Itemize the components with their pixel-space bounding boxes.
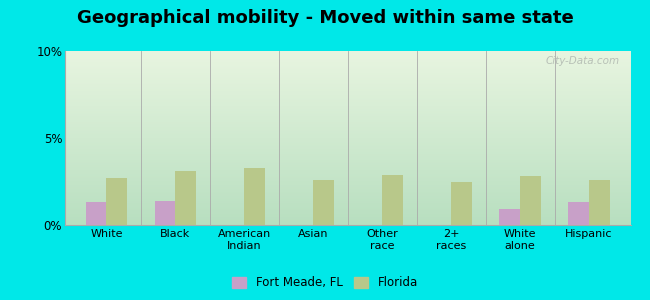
Bar [520, 176, 541, 225]
Bar [569, 202, 589, 225]
Bar [313, 180, 334, 225]
Bar [86, 202, 107, 225]
Legend: Fort Meade, FL, Florida: Fort Meade, FL, Florida [227, 272, 422, 294]
Text: Geographical mobility - Moved within same state: Geographical mobility - Moved within sam… [77, 9, 573, 27]
Bar [589, 180, 610, 225]
Bar [244, 168, 265, 225]
Bar [499, 209, 520, 225]
Bar [382, 175, 403, 225]
Bar [107, 178, 127, 225]
Text: City-Data.com: City-Data.com [545, 56, 619, 66]
Bar [451, 182, 472, 225]
Bar [176, 171, 196, 225]
Bar [155, 201, 176, 225]
